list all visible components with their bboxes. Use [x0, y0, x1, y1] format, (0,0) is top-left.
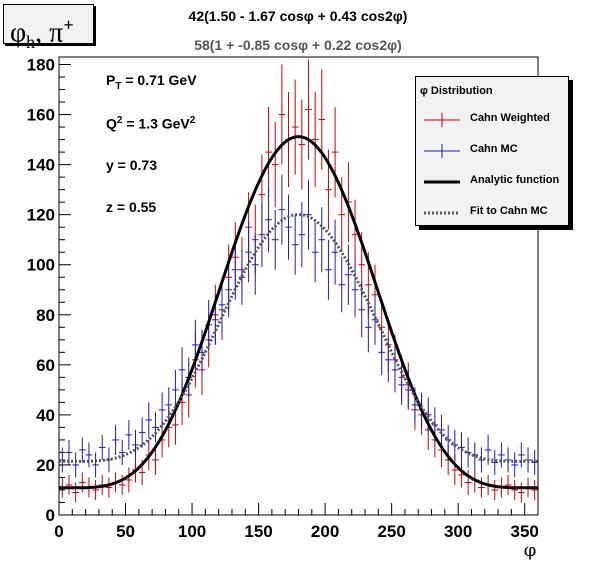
pt-annotation: PT = 0.71 GeV — [106, 72, 197, 92]
legend-swatch-fit — [424, 211, 460, 215]
axis-layer: 0 50 100 150 200 250 300 350 0 20 40 60 80 100 120 140 1… — [27, 56, 539, 541]
x-tick-label: 0 — [54, 522, 63, 541]
title-superscript: + — [63, 15, 74, 35]
q2-label: Q — [106, 115, 117, 132]
legend-item-cahn-mc: Cahn MC — [416, 141, 570, 161]
z-annotation: z = 0.55 — [106, 199, 157, 215]
legend-label-cahn-weighted: Cahn Weighted — [470, 112, 550, 124]
title-separator: , π — [35, 17, 64, 49]
title-subscript: h — [26, 31, 36, 52]
legend-swatch-cahn-mc — [424, 144, 460, 158]
q2-annotation: Q2 = 1.3 GeV2 — [106, 115, 195, 132]
y-tick-label: 120 — [27, 206, 55, 225]
y-tick-label: 80 — [36, 306, 55, 325]
legend-item-analytic: Analytic function — [416, 172, 570, 192]
y-tick-label: 20 — [36, 456, 55, 475]
y-tick-label: 40 — [36, 406, 55, 425]
fit-formula-2: 58(1 + -0.85 cosφ + 0.22 cos2φ) — [194, 37, 402, 53]
title-box: φh, π+ — [3, 4, 94, 52]
q2-value: = 1.3 GeV — [122, 115, 190, 132]
x-tick-label: 200 — [311, 522, 339, 541]
y-tick-label: 100 — [27, 256, 55, 275]
legend: φ Distribution Cahn Weighted Cahn MC Ana… — [415, 76, 569, 226]
legend-item-cahn-weighted: Cahn Weighted — [416, 110, 570, 130]
legend-label-analytic: Analytic function — [470, 174, 560, 186]
pt-value: = 0.71 GeV — [121, 72, 197, 88]
y-tick-label: 160 — [27, 106, 55, 125]
legend-label-fit: Fit to Cahn MC — [470, 205, 548, 217]
data-layer — [59, 59, 538, 503]
legend-swatch-cahn-weighted — [424, 113, 460, 127]
legend-swatch-analytic — [424, 180, 460, 184]
q2-sup: 2 — [116, 115, 123, 126]
x-tick-label: 100 — [178, 522, 206, 541]
y-tick-label: 140 — [27, 156, 55, 175]
legend-label-cahn-mc: Cahn MC — [470, 143, 518, 155]
x-tick-label: 250 — [377, 522, 405, 541]
x-tick-label: 350 — [511, 522, 539, 541]
x-axis-label: φ — [524, 540, 537, 561]
y-tick-label: 60 — [36, 356, 55, 375]
q2-unit-sup: 2 — [189, 115, 196, 126]
x-tick-label: 150 — [244, 522, 272, 541]
y-annotation: y = 0.73 — [106, 157, 157, 173]
legend-header: φ Distribution — [420, 85, 493, 97]
fit-formula-1: 42(1.50 - 1.67 cosφ + 0.43 cos2φ) — [188, 8, 408, 24]
curve-analytic-function — [59, 135, 538, 490]
pt-label: P — [106, 72, 116, 88]
pt-sub: T — [115, 80, 122, 92]
legend-item-fit: Fit to Cahn MC — [416, 203, 570, 223]
curve-fit-to-cahn-mc — [59, 212, 538, 463]
title-phi: φ — [10, 17, 27, 49]
y-tick-label: 180 — [27, 56, 55, 75]
x-tick-label: 300 — [444, 522, 472, 541]
x-tick-label: 50 — [116, 522, 135, 541]
y-tick-label: 0 — [46, 506, 55, 525]
